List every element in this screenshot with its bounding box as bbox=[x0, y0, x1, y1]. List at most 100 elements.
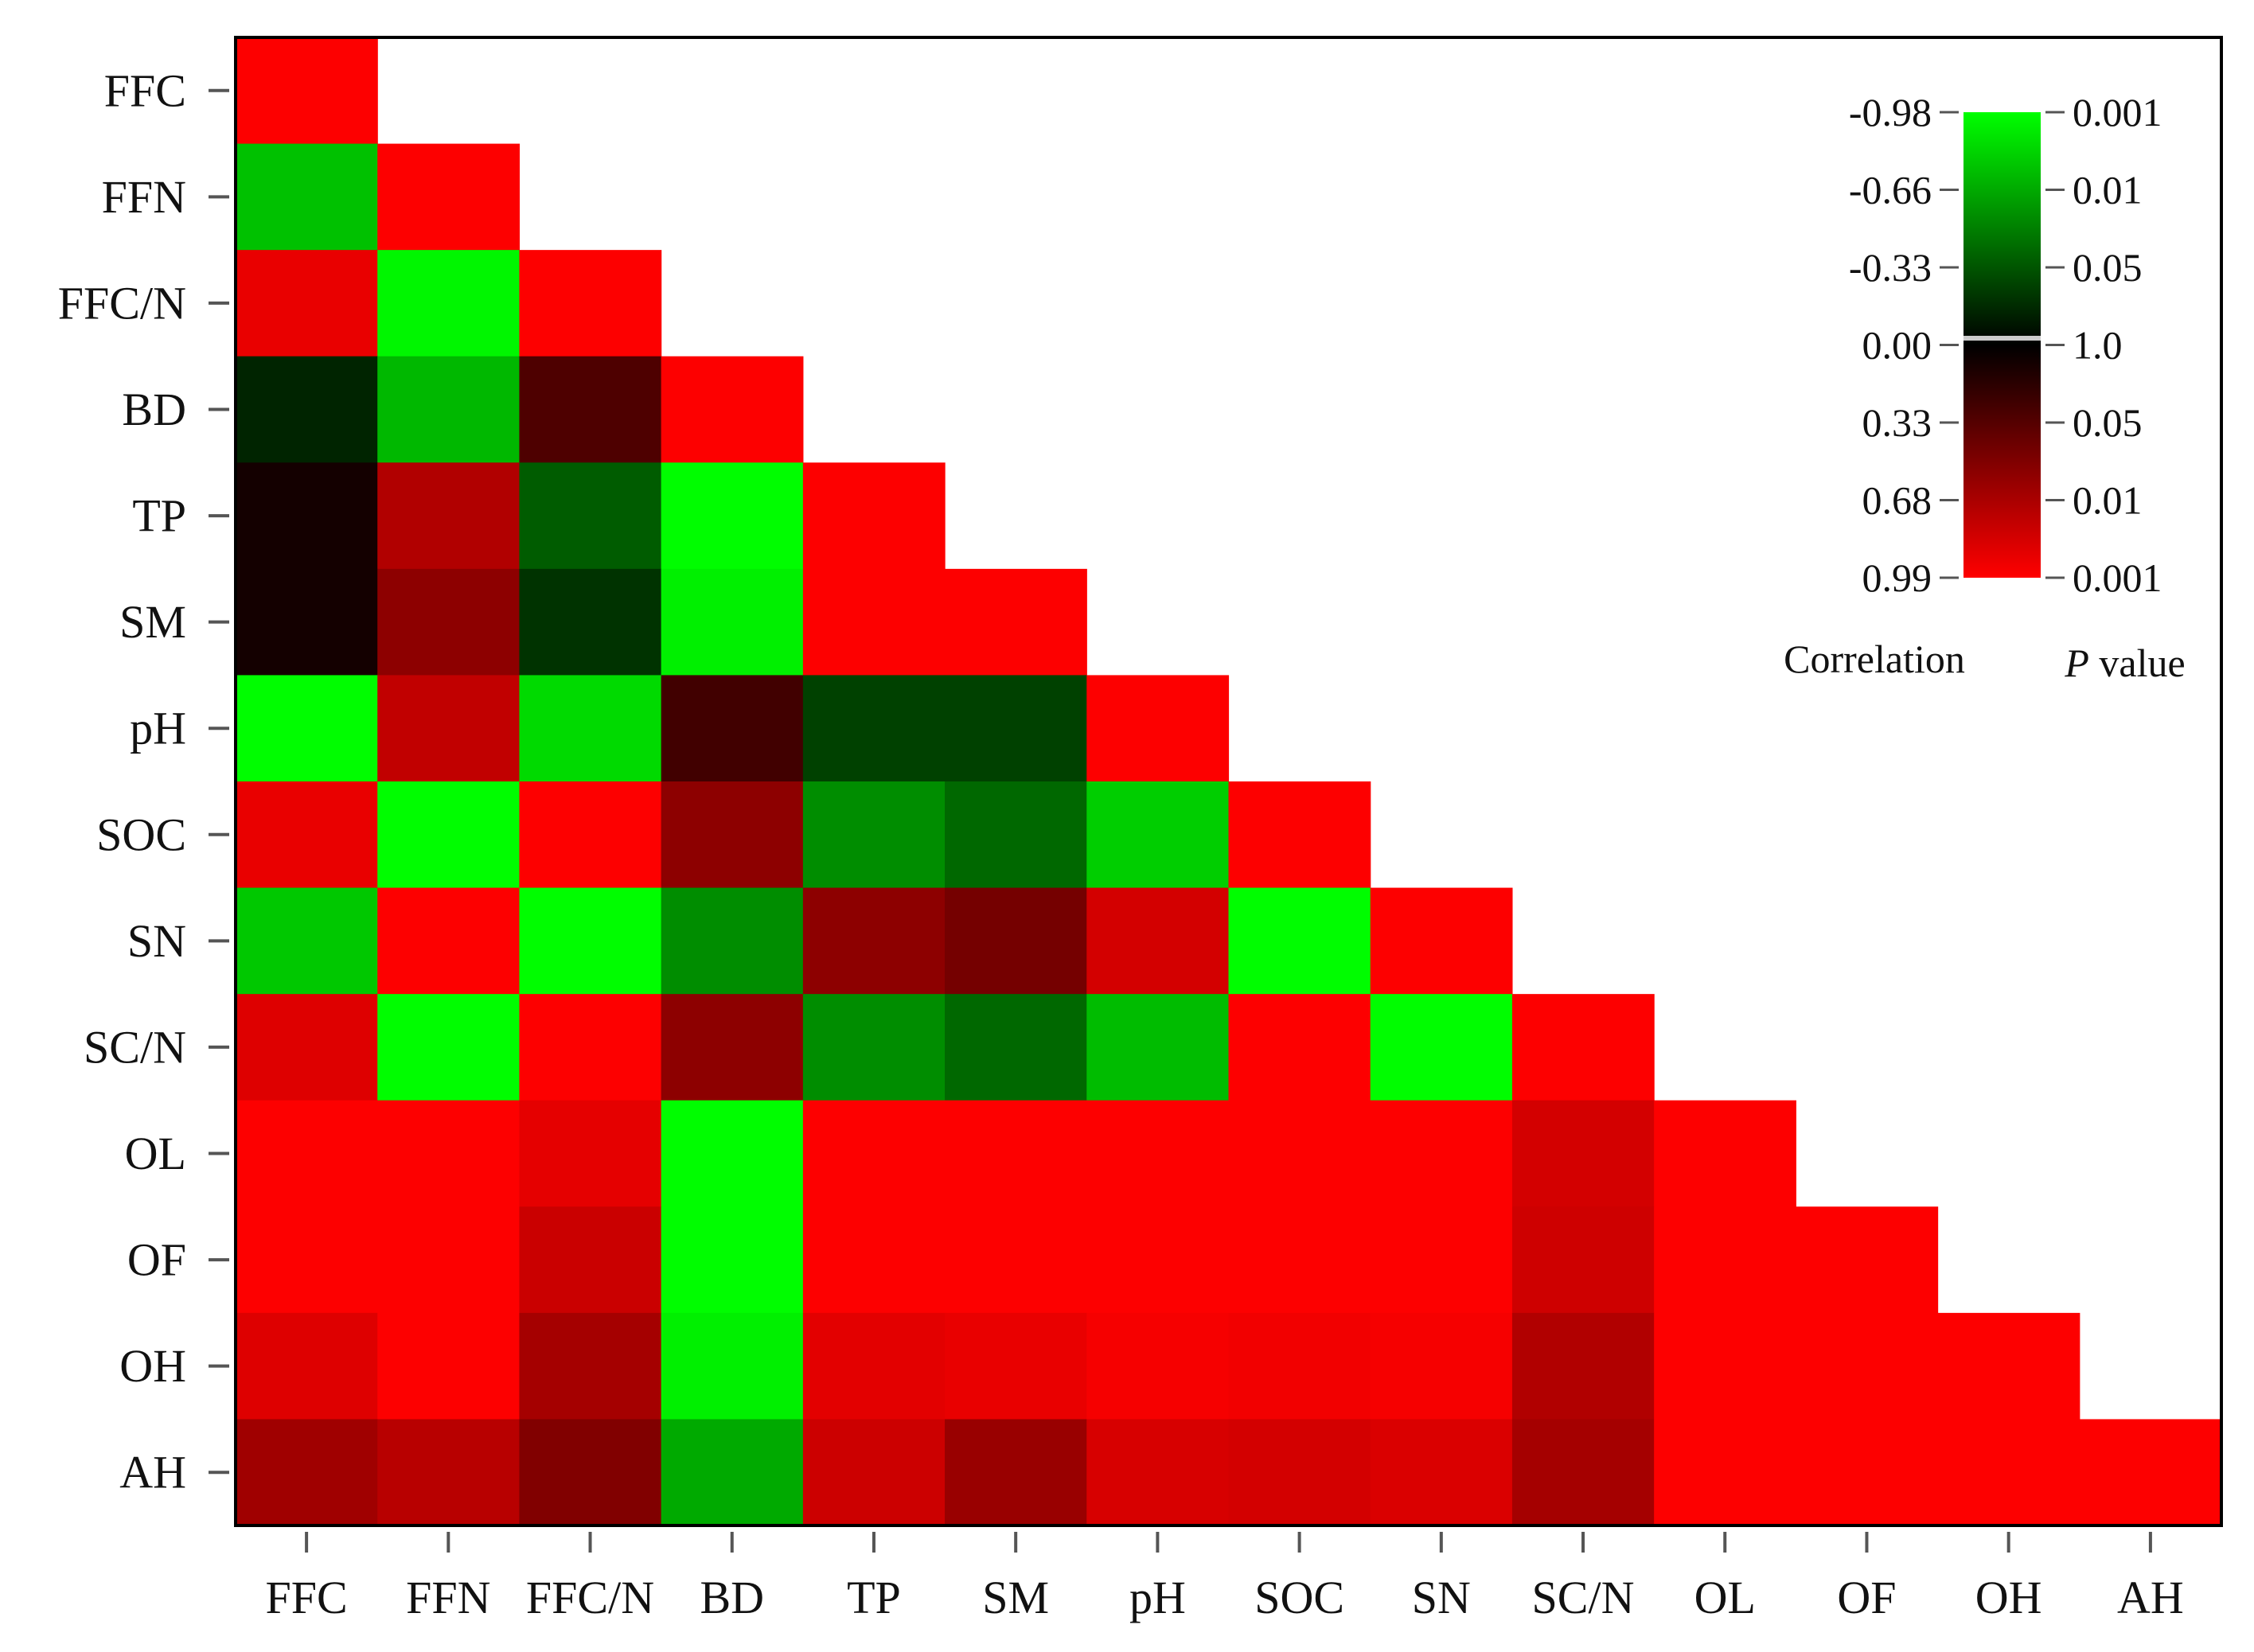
col-label-ffn: FFN bbox=[406, 1572, 490, 1623]
heatmap-cell-oh-soc bbox=[1228, 1312, 1371, 1420]
col-label-bd: BD bbox=[700, 1572, 764, 1623]
legend-correlation-tick-label: 0.68 bbox=[1862, 478, 1932, 523]
legend-pvalue-tick-label: 0.001 bbox=[2073, 555, 2162, 600]
heatmap-cell-ffn-ffc bbox=[236, 143, 378, 251]
legend-correlation-tick-label: 0.99 bbox=[1862, 555, 1932, 600]
row-label-tp: TP bbox=[132, 490, 186, 542]
heatmap-cell-ffc-n-ffc-n bbox=[519, 250, 662, 357]
legend-color-bar bbox=[1963, 112, 2041, 578]
heatmap-cell-ph-ph bbox=[1086, 675, 1230, 782]
heatmap-cell-ah-ffc bbox=[236, 1419, 378, 1526]
heatmap-cell-of-sn bbox=[1370, 1206, 1513, 1314]
legend-pvalue-tick-label: 1.0 bbox=[2073, 323, 2123, 368]
heatmap-cell-bd-ffn bbox=[377, 356, 521, 463]
heatmap-cell-ol-ph bbox=[1086, 1100, 1230, 1207]
row-label-ph: pH bbox=[130, 703, 186, 754]
heatmap-cell-ah-bd bbox=[661, 1419, 804, 1526]
legend-correlation-tick-label: 0.33 bbox=[1862, 400, 1932, 445]
col-label-ah: AH bbox=[2117, 1572, 2184, 1623]
heatmap-cell-sc-n-ffc-n bbox=[519, 994, 662, 1101]
heatmap-cell-ah-oh bbox=[1937, 1419, 2080, 1526]
heatmap-cell-soc-bd bbox=[661, 781, 804, 889]
row-label-of: OF bbox=[127, 1234, 186, 1286]
legend-correlation-tick-label: 0.00 bbox=[1862, 323, 1932, 368]
color-legend: -0.98 0.001 -0.66 0.01 -0.33 0.05 0.00 1.0 0.33 0… bbox=[1784, 90, 2186, 685]
heatmap-cell-sn-ph bbox=[1086, 887, 1230, 995]
legend-correlation-tick-label: -0.98 bbox=[1849, 90, 1932, 134]
heatmap-cells bbox=[236, 37, 2222, 1526]
heatmap-cell-sc-n-tp bbox=[802, 994, 946, 1101]
col-label-ffc-n: FFC/N bbox=[526, 1572, 654, 1623]
heatmap-cell-oh-tp bbox=[802, 1312, 946, 1420]
heatmap-cell-ah-ph bbox=[1086, 1419, 1230, 1526]
heatmap-cell-bd-bd bbox=[661, 356, 804, 463]
heatmap-cell-soc-soc bbox=[1228, 781, 1371, 889]
heatmap-cell-soc-ffc-n bbox=[519, 781, 662, 889]
legend-ticks: -0.98 0.001 -0.66 0.01 -0.33 0.05 0.00 1.0 0.33 0… bbox=[1849, 90, 2162, 600]
heatmap-cell-of-ol bbox=[1654, 1206, 1796, 1314]
heatmap-cell-sc-n-bd bbox=[661, 994, 804, 1101]
legend-pvalue-tick-label: 0.001 bbox=[2073, 90, 2162, 134]
heatmap-cell-ah-sc-n bbox=[1511, 1419, 1655, 1526]
col-label-ffc: FFC bbox=[266, 1572, 348, 1623]
heatmap-cell-oh-bd bbox=[661, 1312, 804, 1420]
heatmap-cell-sm-sm bbox=[945, 568, 1087, 676]
heatmap-cell-sn-ffn bbox=[377, 887, 521, 995]
col-label-ol: OL bbox=[1694, 1572, 1756, 1623]
heatmap-cell-ol-sc-n bbox=[1511, 1100, 1655, 1207]
legend-pvalue-tick-label: 0.01 bbox=[2073, 168, 2143, 212]
heatmap-cell-ah-ol bbox=[1654, 1419, 1796, 1526]
heatmap-cell-sm-ffc-n bbox=[519, 568, 662, 676]
heatmap-cell-soc-ffc bbox=[236, 781, 378, 889]
row-label-ffc: FFC bbox=[104, 64, 186, 116]
heatmap-cell-ffc-n-ffn bbox=[377, 250, 521, 357]
heatmap-cell-sn-soc bbox=[1228, 887, 1371, 995]
row-label-sm: SM bbox=[119, 596, 186, 648]
row-labels: FFC FFN FFC/N BD TP SM pH SOC SN SC/N OL OF OH AH bbox=[58, 64, 229, 1498]
col-label-tp: TP bbox=[847, 1572, 901, 1623]
heatmap-cell-oh-sn bbox=[1370, 1312, 1513, 1420]
heatmap-cell-ffn-ffn bbox=[377, 143, 521, 251]
heatmap-cell-tp-tp bbox=[802, 462, 946, 570]
legend-correlation-tick-label: -0.66 bbox=[1849, 168, 1932, 212]
heatmap-cell-of-ffn bbox=[377, 1206, 521, 1314]
heatmap-cell-of-tp bbox=[802, 1206, 946, 1314]
legend-correlation-tick-label: -0.33 bbox=[1849, 245, 1932, 290]
row-label-ah: AH bbox=[119, 1447, 186, 1498]
row-label-oh: OH bbox=[119, 1340, 186, 1392]
heatmap-cell-oh-ffc-n bbox=[519, 1312, 662, 1420]
heatmap-cell-soc-tp bbox=[802, 781, 946, 889]
heatmap-cell-of-ph bbox=[1086, 1206, 1230, 1314]
heatmap-cell-soc-sm bbox=[945, 781, 1087, 889]
heatmap-cell-ol-soc bbox=[1228, 1100, 1371, 1207]
heatmap-cell-ph-sm bbox=[945, 675, 1087, 782]
heatmap-cell-sm-bd bbox=[661, 568, 804, 676]
heatmap-cell-of-soc bbox=[1228, 1206, 1371, 1314]
heatmap-cell-of-of bbox=[1796, 1206, 1939, 1314]
row-label-sn: SN bbox=[127, 915, 186, 967]
heatmap-cell-ffc-ffc bbox=[236, 37, 378, 145]
heatmap-cell-of-bd bbox=[661, 1206, 804, 1314]
heatmap-cell-ph-ffn bbox=[377, 675, 521, 782]
heatmap-cell-oh-oh bbox=[1937, 1312, 2080, 1420]
heatmap-cell-oh-ph bbox=[1086, 1312, 1230, 1420]
heatmap-cell-sc-n-ph bbox=[1086, 994, 1230, 1101]
heatmap-cell-sn-tp bbox=[802, 887, 946, 995]
heatmap-cell-of-ffc-n bbox=[519, 1206, 662, 1314]
heatmap-cell-ol-sn bbox=[1370, 1100, 1513, 1207]
heatmap-cell-tp-ffn bbox=[377, 462, 521, 570]
col-label-soc: SOC bbox=[1254, 1572, 1344, 1623]
row-label-ffc-n: FFC/N bbox=[58, 277, 186, 329]
heatmap-cell-oh-sm bbox=[945, 1312, 1087, 1420]
legend-pvalue-rest: value bbox=[2089, 641, 2186, 685]
col-label-sm: SM bbox=[982, 1572, 1049, 1623]
heatmap-cell-sn-sn bbox=[1370, 887, 1513, 995]
heatmap-cell-tp-bd bbox=[661, 462, 804, 570]
col-label-oh: OH bbox=[1975, 1572, 2042, 1623]
row-label-bd: BD bbox=[122, 384, 186, 435]
legend-pvalue-italic: P bbox=[2064, 641, 2089, 685]
legend-pvalue-tick-label: 0.01 bbox=[2073, 478, 2143, 523]
col-label-ph: pH bbox=[1129, 1572, 1186, 1623]
plot-frame bbox=[234, 36, 2223, 1527]
